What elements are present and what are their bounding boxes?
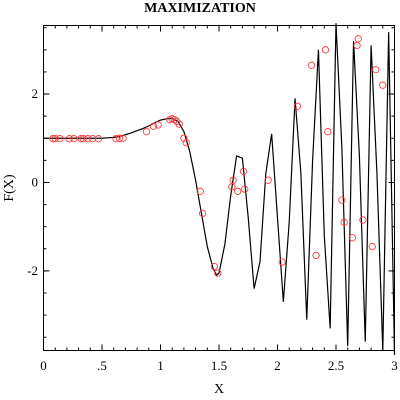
series-1-point	[88, 135, 97, 143]
series-1-point	[293, 102, 302, 111]
series-1-point	[84, 135, 92, 143]
x-tick-label: 3	[391, 358, 398, 373]
series-1-point	[239, 167, 248, 176]
series-1-point	[56, 135, 64, 143]
series-1-point	[182, 139, 190, 147]
series-1-point	[359, 216, 367, 224]
series-1-point	[340, 218, 348, 226]
series-1-point	[173, 117, 181, 126]
series-1-point	[115, 134, 124, 142]
series-1-point	[77, 135, 85, 143]
series-1-point	[368, 242, 376, 251]
series-1-point	[278, 258, 286, 266]
chart-title: MAXIMIZATION	[144, 1, 256, 16]
series-1-point	[307, 61, 316, 69]
series-1-point	[149, 122, 158, 130]
y-axis-ticks: 2 0 -2	[27, 27, 395, 338]
series-1-point	[112, 135, 120, 143]
series-1-point	[214, 269, 222, 277]
series-1-point	[119, 134, 127, 142]
series-1-point	[229, 176, 237, 184]
series-1-point	[234, 187, 242, 195]
series-1-point	[321, 46, 330, 54]
x-tick-label: 0	[40, 358, 47, 373]
series-1-point	[51, 135, 59, 143]
y-tick-label: 0	[32, 174, 39, 189]
x-tick-label: 1.5	[211, 358, 227, 373]
x-axis-ticks: 0 .5 1 1.5 2 2.5 3	[40, 25, 398, 373]
y-tick-label: 2	[32, 86, 39, 101]
series-1-point	[180, 134, 188, 142]
series-1-point	[170, 116, 179, 124]
series-1-point	[65, 135, 73, 143]
series-1-point	[94, 135, 103, 143]
series-1-point	[353, 41, 361, 50]
series-1-point	[154, 121, 162, 129]
series-1-point	[196, 187, 204, 195]
x-axis-label: X	[214, 382, 224, 397]
y-axis-label: F(X)	[2, 174, 17, 202]
series-1-point	[324, 127, 332, 136]
series-1-point	[354, 35, 362, 43]
series-1-point	[264, 176, 272, 184]
series-1-point	[49, 135, 57, 143]
series-layer	[43, 23, 396, 355]
series-1-point	[79, 135, 87, 143]
x-tick-label: 2.5	[328, 358, 344, 373]
series-1-point	[348, 234, 357, 242]
series-1-point	[338, 196, 346, 204]
series-1-point	[175, 120, 183, 128]
x-tick-label: 1	[157, 358, 164, 373]
series-1-point	[312, 251, 320, 260]
x-tick-label: .5	[97, 358, 107, 373]
series-1-point	[142, 127, 151, 136]
series-1-point	[70, 135, 78, 143]
plot-frame	[43, 25, 395, 351]
series-1-point	[379, 81, 387, 89]
series-1-point	[198, 209, 207, 218]
series-1-point	[210, 262, 218, 271]
series-1-point	[241, 185, 249, 193]
y-tick-label: -2	[27, 263, 38, 278]
x-tick-label: 2	[274, 358, 281, 373]
series-1-point	[372, 66, 380, 74]
series-0-curve	[43, 23, 396, 355]
